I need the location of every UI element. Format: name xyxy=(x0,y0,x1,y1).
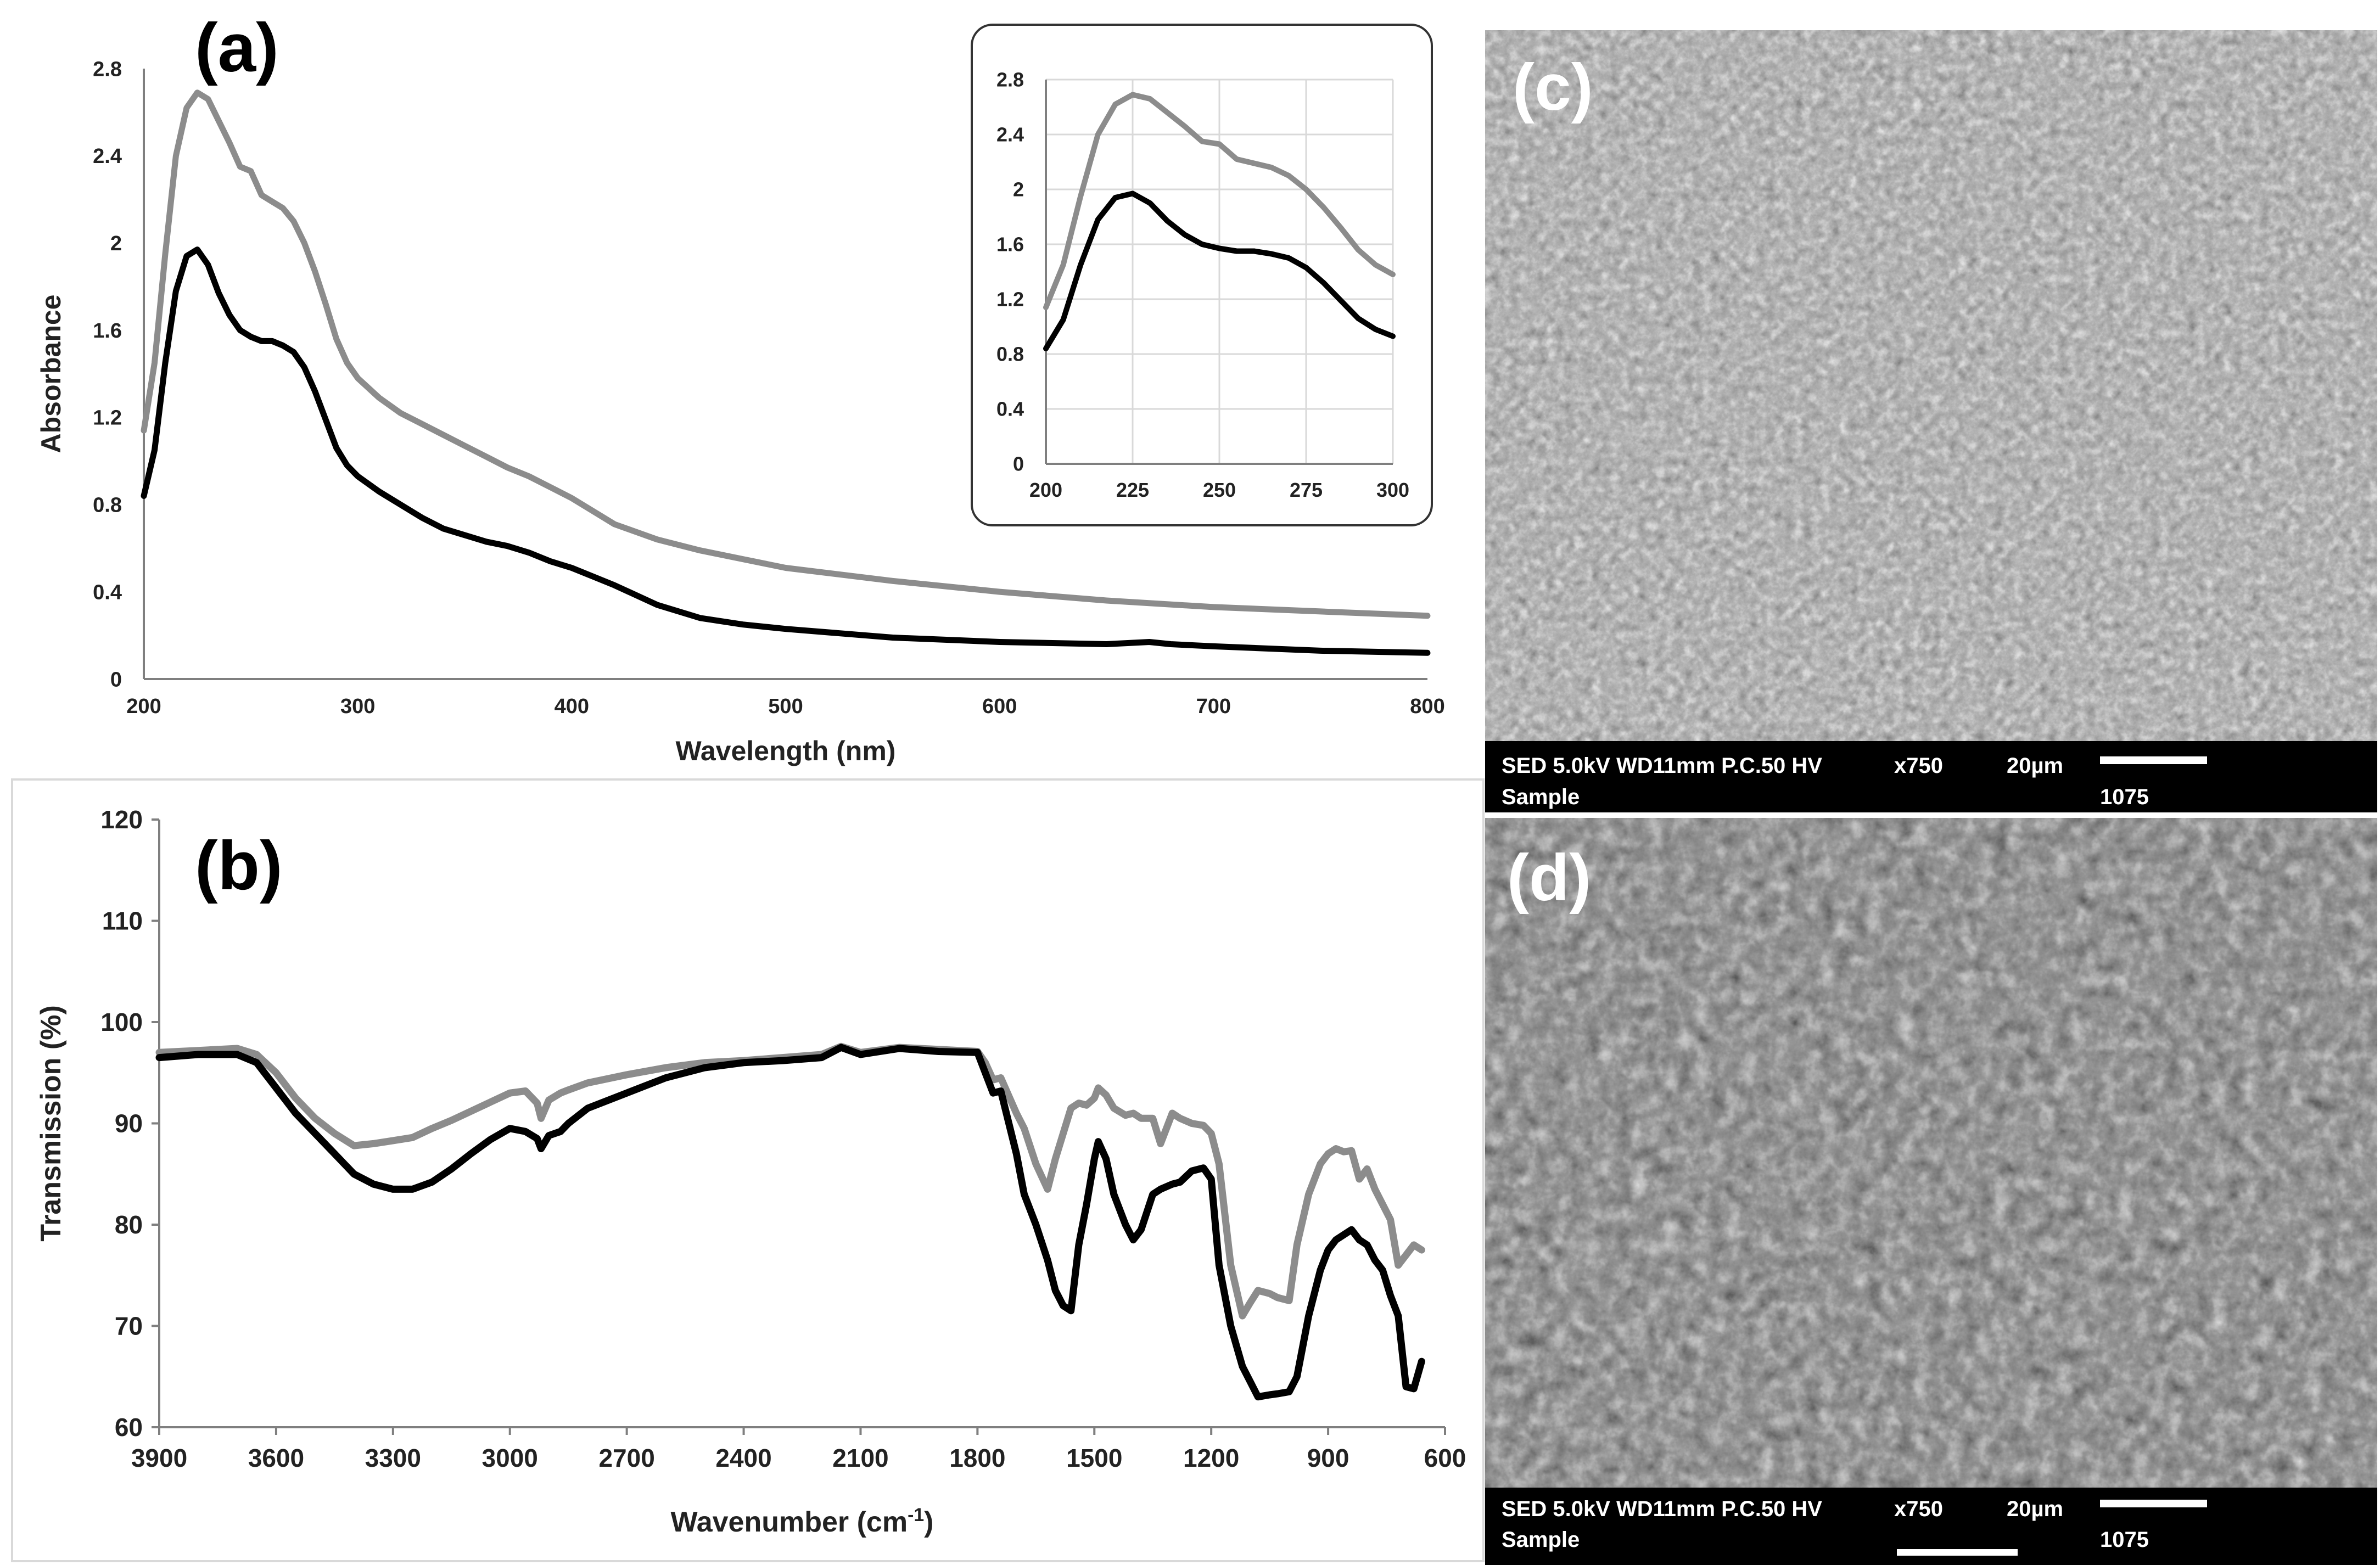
sem-scale-text-d: 20µm xyxy=(2007,1497,2063,1521)
series-line-2 xyxy=(155,1044,1425,1401)
series-line-1 xyxy=(141,89,1431,619)
x-axis-title: Wavelength (nm) xyxy=(676,736,896,766)
sem-info-line2-c: Sample xyxy=(1502,785,1580,809)
y-tick-label: 1.2 xyxy=(93,407,122,430)
x-tick-label: 2400 xyxy=(715,1444,771,1472)
x-tick-label: 3000 xyxy=(482,1444,538,1472)
x-tick-label: 200 xyxy=(126,695,161,718)
x-tick-label: 3300 xyxy=(365,1444,421,1472)
sem-image-id-d: 1075 xyxy=(2100,1528,2149,1552)
x-tick-label: 3600 xyxy=(248,1444,304,1472)
series-line-2 xyxy=(1043,190,1396,351)
x-tick-label: 1500 xyxy=(1066,1444,1122,1472)
x-tick-label: 1800 xyxy=(949,1444,1005,1472)
sem-extra-bar-d xyxy=(1897,1549,2018,1556)
sem-scale-bar-c xyxy=(2100,756,2207,764)
x-tick-label: 700 xyxy=(1196,695,1231,718)
y-tick-label: 2.8 xyxy=(93,58,122,81)
sem-magnification-d: x750 xyxy=(1894,1497,1943,1521)
sem-info-line1-d: SED 5.0kV WD11mm P.C.50 HV xyxy=(1502,1497,1822,1521)
x-tick-label: 500 xyxy=(768,695,803,718)
panel-a-uv-vis-chart: 0 0.4 0.8 1.2 1.6 2 2.4 2.8 200 300 400 500 600 700 80… xyxy=(36,10,1445,766)
y-tick-label: 2.4 xyxy=(93,145,122,168)
panel-b-ftir-chart: 60 70 80 90 100 110 120 3900 3600 3300 3000 2700 240… xyxy=(35,805,1466,1538)
y-axis-title: Absorbance xyxy=(36,295,66,453)
y-tick-label: 90 xyxy=(115,1109,143,1138)
y-tick-label: 1.6 xyxy=(996,233,1024,256)
y-tick-label: 2 xyxy=(1013,178,1024,201)
panel-b-frame xyxy=(11,778,1485,1562)
sem-scale-bar-d xyxy=(2100,1500,2207,1507)
x-tick-label: 600 xyxy=(1424,1444,1466,1472)
y-tick-label: 2 xyxy=(110,232,122,255)
x-tick-label: 2700 xyxy=(598,1444,654,1472)
x-tick-label: 900 xyxy=(1307,1444,1349,1472)
panel-label: (b) xyxy=(195,828,283,904)
x-tick-label: 1200 xyxy=(1183,1444,1239,1472)
x-tick-label: 275 xyxy=(1290,479,1323,501)
x-tick-label: 2100 xyxy=(832,1444,888,1472)
x-tick-label: 250 xyxy=(1203,479,1236,501)
x-tick-label: 800 xyxy=(1410,695,1444,718)
x-tick-label: 600 xyxy=(982,695,1017,718)
sem-panel-d: (d) SED 5.0kV WD11mm P.C.50 HV x750 20µm… xyxy=(1485,818,2377,1565)
sem-image-id-c: 1075 xyxy=(2100,785,2149,809)
y-tick-label: 70 xyxy=(115,1312,143,1340)
y-tick-label: 60 xyxy=(115,1413,143,1441)
y-tick-label: 1.2 xyxy=(996,288,1024,311)
x-tick-label: 300 xyxy=(1376,479,1409,501)
x-tick-label: 300 xyxy=(340,695,375,718)
sem-magnification-c: x750 xyxy=(1894,754,1943,778)
x-axis-title: Wavenumber (cm-1) xyxy=(671,1505,934,1538)
series-line-2 xyxy=(141,246,1431,656)
series-line-1 xyxy=(1043,92,1396,310)
x-tick-label: 225 xyxy=(1116,479,1149,501)
sem-info-line1-c: SED 5.0kV WD11mm P.C.50 HV xyxy=(1502,754,1822,778)
y-tick-label: 0 xyxy=(1013,453,1024,475)
x-tick-label: 200 xyxy=(1029,479,1062,501)
series-line-1 xyxy=(155,1042,1425,1320)
y-tick-label: 0.8 xyxy=(93,494,122,517)
y-tick-label: 0.8 xyxy=(996,343,1024,366)
sem-info-bar-c xyxy=(1485,741,2377,812)
sem-image-c xyxy=(1485,30,2377,741)
sem-panel-label-d: (d) xyxy=(1507,841,1591,915)
y-tick-label: 2.8 xyxy=(996,69,1024,91)
y-tick-label: 0.4 xyxy=(996,398,1024,420)
y-axis-title: Transmission (%) xyxy=(35,1005,67,1242)
sem-info-line2-d: Sample xyxy=(1502,1528,1580,1552)
sem-scale-text-c: 20µm xyxy=(2007,754,2063,778)
panel-a-inset-chart: 0 0.4 0.8 1.2 1.6 2 2.4 2.8 200 225 250 275 300 xyxy=(996,69,1409,501)
y-tick-label: 0.4 xyxy=(93,581,122,604)
y-tick-label: 110 xyxy=(102,907,143,935)
sem-panel-label-c: (c) xyxy=(1513,51,1593,124)
y-tick-label: 120 xyxy=(100,805,143,834)
panel-label: (a) xyxy=(195,10,279,86)
x-tick-label: 3900 xyxy=(131,1444,187,1472)
y-tick-label: 100 xyxy=(100,1008,143,1036)
x-tick-label: 400 xyxy=(555,695,589,718)
inset-frame xyxy=(971,24,1433,526)
sem-image-d xyxy=(1485,818,2377,1488)
y-tick-label: 80 xyxy=(115,1210,143,1239)
sem-panel-c: (c) SED 5.0kV WD11mm P.C.50 HV x750 20µm… xyxy=(1485,30,2377,812)
y-tick-label: 1.6 xyxy=(93,319,122,343)
y-tick-label: 0 xyxy=(110,668,122,691)
y-tick-label: 2.4 xyxy=(996,124,1024,146)
